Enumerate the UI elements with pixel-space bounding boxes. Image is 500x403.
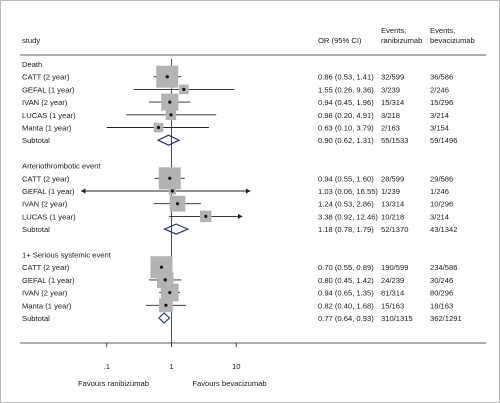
group-2-study-1-point [168,176,172,180]
group-1-study-2-or-text: 1.55 (0.26, 9.36) [318,85,374,94]
group-1-study-3-label: IVAN (2 year) [22,98,68,107]
header-events-ranibizumab-line-2: ranibizumab [381,36,422,45]
group-2-study-1-events-bevacizumab: 29/586 [430,174,453,183]
group-3-study-1-events-bevacizumab: 234/586 [430,263,457,272]
group-3-study-3-label: IVAN (2 year) [22,289,68,298]
group-3-subtotal-events-bevacizumab: 362/1291 [430,314,462,323]
group-2-subtotal-label: Subtotal [22,225,50,234]
group-2-study-3-point [175,202,180,206]
header-events-bevacizumab-line-2: bevacizumab [430,36,475,45]
group-2-study-3-events-bevacizumab: 10/296 [430,200,453,209]
caption-favours-bevacizumab: Favours bevacizumab [192,379,266,388]
group-3-study-4-or-text: 0.82 (0.40, 1.68) [318,301,374,310]
group-1-study-5-point [156,125,161,130]
x-tick-label-3: 10 [232,362,240,371]
group-1-study-5-or-text: 0.63 (0.10, 3.79) [318,124,374,133]
header-study: study [22,36,40,45]
group-2-study-4-label: LUCAS (1 year) [22,212,76,221]
group-3-study-1-events-ranibizumab: 190/599 [381,263,408,272]
group-2-study-2-or-text: 1.03 (0.06, 16.55) [318,187,378,196]
group-1-study-2-events-ranibizumab: 3/239 [381,85,400,94]
group-2-study-4-or-text: 3.38 (0.92, 12.46) [318,212,378,221]
group-1-subtotal-label: Subtotal [22,136,50,145]
group-2-subtotal-events-bevacizumab: 43/1342 [430,225,457,234]
group-2-study-2-events-bevacizumab: 1/246 [430,187,449,196]
group-3-study-1-label: CATT (2 year) [22,263,70,272]
group-1-subtotal-events-bevacizumab: 59/1496 [430,136,457,145]
group-1-study-2-events-bevacizumab: 2/246 [430,85,449,94]
x-tick-label-2: 1 [169,362,173,371]
group-1-study-2-point [182,87,186,91]
group-1-study-4-label: LUCAS (1 year) [22,111,76,120]
group-1-study-3-point [168,100,172,104]
group-1-study-4-point [169,113,173,117]
group-1-subtotal-or-text: 0.90 (0.62, 1.31) [318,136,374,145]
group-1-study-3-events-bevacizumab: 15/296 [430,98,453,107]
group-1-subtotal-events-ranibizumab: 55/1533 [381,136,408,145]
group-2-subtotal-events-ranibizumab: 52/1370 [381,225,408,234]
group-3-subtotal-label: Subtotal [22,314,50,323]
group-3-study-4-point [164,303,168,307]
group-1-study-2-label: GEFAL (1 year) [22,85,75,94]
group-1-subtotal-diamond [156,134,181,146]
group-1-study-5-events-bevacizumab: 3/154 [430,124,449,133]
group-1-study-1-or-text: 0.86 (0.53, 1.41) [318,73,374,82]
header-or-ci: OR (95% CI) [318,36,362,45]
group-3-study-2-events-ranibizumab: 24/239 [381,276,404,285]
group-3-study-4-label: Manta (1 year) [22,301,72,310]
group-1-title: Death [22,60,42,69]
group-3-study-3-point [168,291,172,295]
group-3-study-1-or-text: 0.70 (0.55, 0.89) [318,263,374,272]
group-2-study-2-ci-arrow-left [80,188,86,194]
group-1-study-4-events-ranibizumab: 3/218 [381,111,400,120]
group-1-study-3-or-text: 0.94 (0.45, 1.96) [318,98,374,107]
group-2-study-3-or-text: 1.24 (0.53, 2.86) [318,200,374,209]
group-2-study-4-point [204,214,208,218]
group-3-study-2-label: GEFAL (1 year) [22,276,75,285]
group-2-study-1-events-ranibizumab: 28/599 [381,174,404,183]
group-3-subtotal-events-ranibizumab: 310/1315 [381,314,413,323]
group-2-study-3-label: IVAN (2 year) [22,200,68,209]
group-3-study-3-events-bevacizumab: 80/296 [430,289,453,298]
header-events-bevacizumab-line-1: Events, [430,26,455,35]
group-3-study-2-events-bevacizumab: 30/246 [430,276,453,285]
x-tick-label-1: .1 [104,362,110,371]
group-1-study-4-events-bevacizumab: 3/214 [430,111,449,120]
group-3-title: 1+ Serious systemic event [22,251,112,260]
group-3-study-4-events-ranibizumab: 15/163 [381,301,404,310]
group-1-study-3-events-ranibizumab: 15/314 [381,98,404,107]
group-3-study-2-or-text: 0.80 (0.45, 1.42) [318,276,374,285]
group-2-subtotal-diamond [162,223,190,235]
group-1-study-1-label: CATT (2 year) [22,73,70,82]
group-2-study-4-events-ranibizumab: 10/218 [381,212,404,221]
group-1-study-1-events-ranibizumab: 32/599 [381,73,404,82]
group-1-study-5-events-ranibizumab: 2/163 [381,124,400,133]
caption-favours-ranibizumab: Favours ranibizumab [78,379,149,388]
group-1-study-5-label: Manta (1 year) [22,124,72,133]
group-2-study-4-ci-arrow-right [237,213,243,219]
group-1-study-1-events-bevacizumab: 36/586 [430,73,453,82]
group-2-study-2-point [170,189,174,193]
group-2-title: Arteriothrombotic event [22,162,101,171]
group-3-study-2-point [163,278,167,282]
group-3-subtotal-diamond [158,312,171,324]
group-1-study-1-point [165,75,169,79]
group-2-subtotal-or-text: 1.18 (0.78, 1.79) [318,225,374,234]
group-2-study-2-ci-arrow-right [245,188,251,194]
group-2-study-2-events-ranibizumab: 1/239 [381,187,400,196]
group-3-study-3-events-ranibizumab: 81/314 [381,289,404,298]
group-2-study-1-label: CATT (2 year) [22,174,70,183]
group-3-subtotal-or-text: 0.77 (0.64, 0.93) [318,314,374,323]
group-3-study-4-events-bevacizumab: 18/163 [430,301,453,310]
group-3-study-1-point [159,265,164,269]
group-3-study-3-or-text: 0.94 (0.65, 1.35) [318,289,374,298]
group-2-study-1-or-text: 0.94 (0.55, 1.60) [318,174,374,183]
header-events-ranibizumab-line-1: Events, [381,26,406,35]
group-2-study-2-label: GEFAL (1 year) [22,187,75,196]
group-2-study-3-events-ranibizumab: 13/314 [381,200,404,209]
group-2-study-4-events-bevacizumab: 3/214 [430,212,449,221]
group-1-study-4-or-text: 0.98 (0.20, 4.91) [318,111,374,120]
